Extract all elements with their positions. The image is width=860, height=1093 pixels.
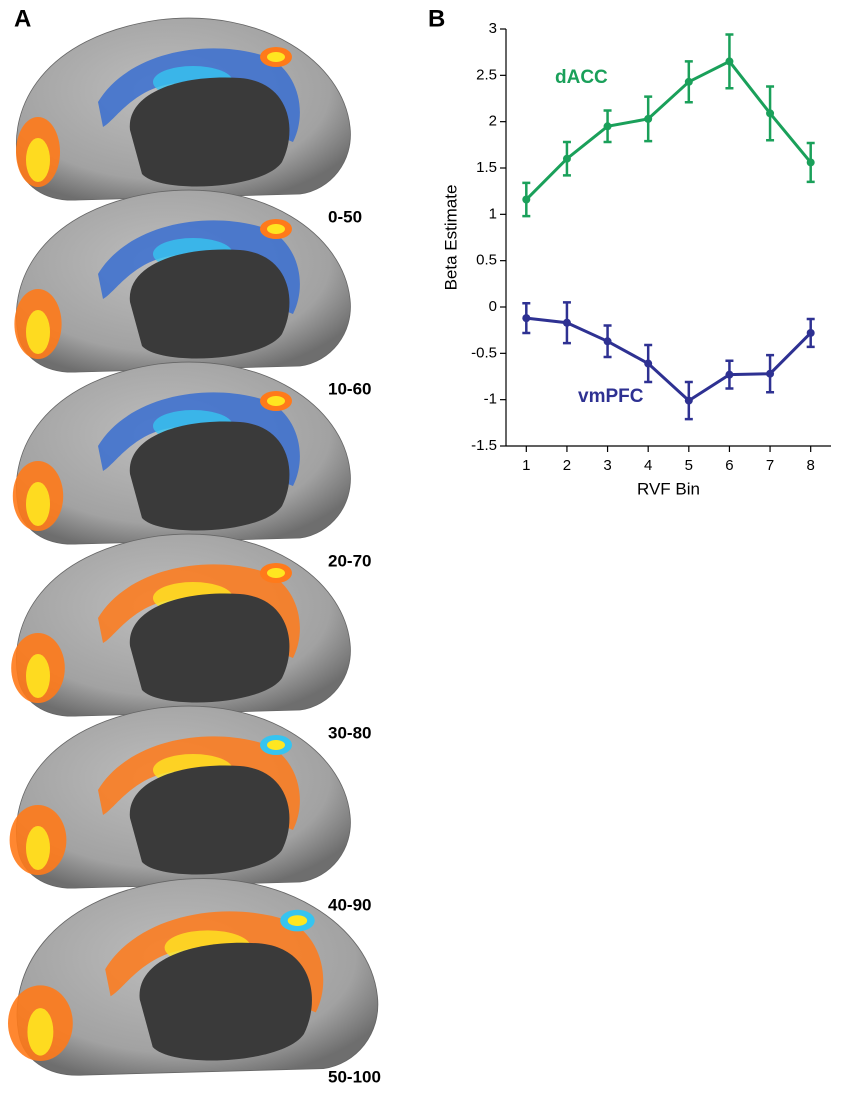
- bin-label: 30-80: [328, 723, 371, 742]
- y-tick-label: 1.5: [476, 159, 497, 176]
- callosum: [130, 77, 290, 186]
- panel-a: 0-50 10-60 20-70 30-80 40-90 50-100: [8, 18, 381, 1086]
- callosum: [130, 765, 290, 874]
- point: [725, 371, 733, 379]
- bin-label: 10-60: [328, 379, 371, 398]
- point: [604, 337, 612, 345]
- x-tick-label: 6: [725, 457, 733, 474]
- bin-label: 0-50: [328, 207, 362, 226]
- activation: [26, 138, 50, 182]
- x-tick-label: 1: [522, 457, 530, 474]
- x-tick-label: 2: [563, 457, 571, 474]
- y-tick-label: 0: [489, 298, 497, 315]
- activation: [26, 310, 50, 354]
- point: [725, 57, 733, 65]
- point: [522, 196, 530, 204]
- brain: [16, 18, 350, 200]
- callosum: [130, 593, 290, 702]
- x-tick-label: 3: [603, 457, 611, 474]
- brain: [13, 362, 351, 544]
- activation: [267, 52, 285, 62]
- point: [644, 360, 652, 368]
- bin-label: 20-70: [328, 551, 371, 570]
- x-axis-title: RVF Bin: [637, 479, 700, 498]
- brain: [10, 706, 351, 888]
- x-tick-label: 4: [644, 457, 652, 474]
- panel-label: A: [14, 5, 31, 32]
- callosum: [130, 249, 290, 358]
- x-tick-label: 8: [807, 457, 815, 474]
- point: [604, 122, 612, 130]
- y-tick-label: -1.5: [471, 437, 497, 454]
- bin-label: 50-100: [328, 1067, 381, 1086]
- activation: [26, 482, 50, 526]
- point: [563, 155, 571, 163]
- point: [766, 370, 774, 378]
- activation: [267, 568, 285, 578]
- point: [807, 158, 815, 166]
- panel-label: B: [428, 5, 445, 32]
- activation: [267, 224, 285, 234]
- figure: 0-5010-6020-7030-8040-9050-100 A B -1.5-…: [0, 0, 860, 1093]
- y-axis-title: Beta Estimate: [441, 185, 460, 291]
- x-tick-label: 5: [685, 457, 693, 474]
- series-line: [526, 318, 810, 400]
- point: [563, 319, 571, 327]
- callosum: [130, 421, 290, 530]
- point: [766, 109, 774, 117]
- brain: [8, 879, 378, 1076]
- series-label: vmPFC: [578, 386, 644, 407]
- y-tick-label: 0.5: [476, 252, 497, 269]
- brain: [11, 534, 350, 716]
- point: [685, 397, 693, 405]
- y-tick-label: 2: [489, 113, 497, 130]
- y-tick-label: -1: [484, 391, 497, 408]
- brain: [14, 190, 350, 372]
- y-tick-label: 1: [489, 205, 497, 222]
- bin-label: 40-90: [328, 895, 371, 914]
- x-tick-label: 7: [766, 457, 774, 474]
- activation: [267, 396, 285, 406]
- y-tick-label: -0.5: [471, 344, 497, 361]
- activation: [27, 1008, 53, 1056]
- y-tick-label: 3: [489, 20, 497, 37]
- point: [644, 115, 652, 123]
- callosum: [140, 943, 312, 1061]
- series-label: dACC: [555, 67, 608, 88]
- point: [522, 314, 530, 322]
- activation: [26, 826, 50, 870]
- point: [807, 329, 815, 337]
- activation: [288, 915, 307, 926]
- activation: [26, 654, 50, 698]
- point: [685, 78, 693, 86]
- panel-b: -1.5 -1 -0.5 0 0.5 1 1.5 2 2.5 3 1 2 3 4 5 6 7 8 RVF Bin Be…: [441, 20, 831, 499]
- y-tick-label: 2.5: [476, 66, 497, 83]
- activation: [267, 740, 285, 750]
